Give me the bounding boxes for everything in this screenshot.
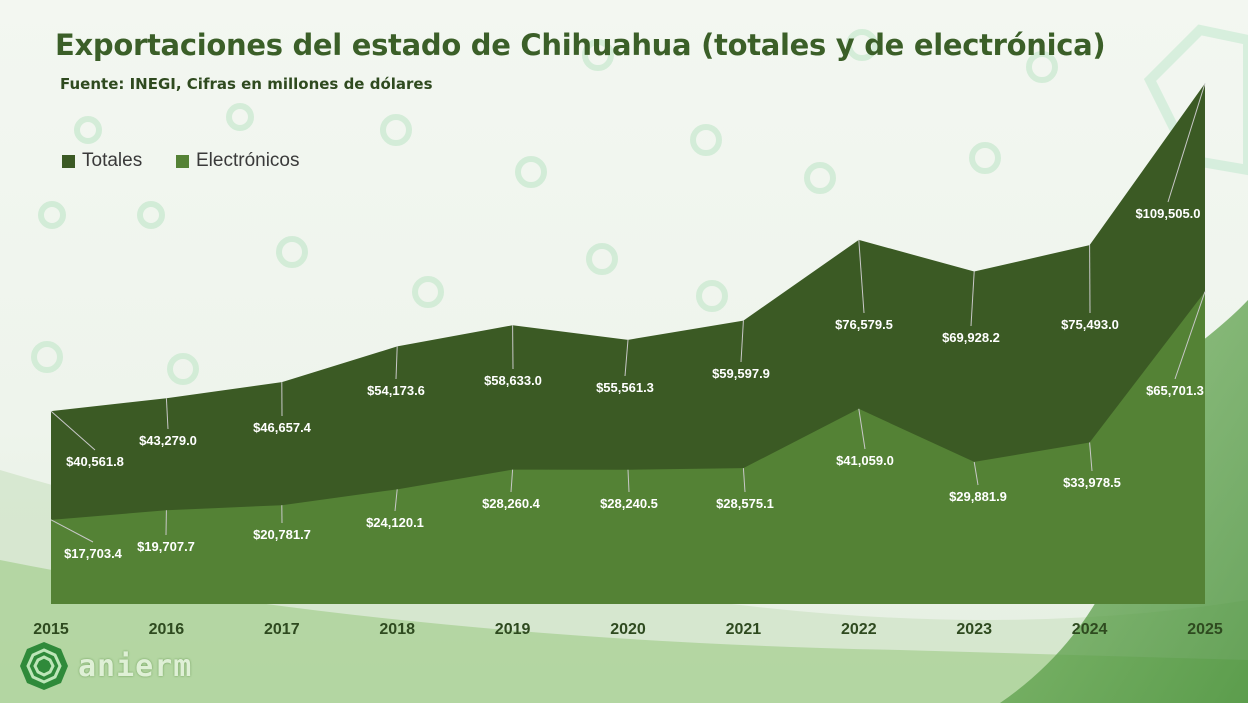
leader-line (970, 271, 975, 327)
logo-text: anierm (78, 648, 193, 684)
x-tick-label: 2016 (149, 621, 185, 638)
legend-swatch-electronicos (176, 154, 189, 168)
leader-line (395, 346, 398, 380)
x-tick-label: 2018 (379, 621, 415, 638)
leader-line (858, 408, 866, 450)
leader-line (1089, 442, 1093, 472)
leader-line (624, 339, 629, 377)
legend-item-totales: Totales (62, 150, 142, 172)
legend-label-totales: Totales (82, 150, 143, 171)
legend-swatch-totales (62, 154, 75, 168)
x-tick-label: 2015 (33, 621, 69, 638)
data-label: $28,260.4 (482, 496, 541, 511)
leader-line (740, 320, 744, 363)
x-tick-label: 2019 (495, 621, 531, 638)
data-label: $65,701.3 (1146, 383, 1204, 398)
data-label: $28,575.1 (716, 496, 774, 511)
data-label: $75,493.0 (1061, 317, 1119, 332)
x-tick-label: 2017 (264, 621, 300, 638)
data-label: $29,881.9 (949, 489, 1007, 504)
data-label: $58,633.0 (484, 373, 542, 388)
x-tick-label: 2025 (1187, 621, 1223, 638)
anierm-logo: anierm (18, 640, 192, 692)
data-label: $109,505.0 (1135, 206, 1200, 221)
data-label: $19,707.7 (137, 539, 195, 554)
data-label: $55,561.3 (596, 380, 654, 395)
anierm-logo-icon (20, 642, 68, 690)
leader-line (973, 461, 979, 486)
chart-title: Exportaciones del estado de Chihuahua (t… (55, 28, 1106, 62)
x-tick-label: 2022 (841, 621, 877, 638)
leader-line (742, 468, 746, 493)
legend-label-electronicos: Electrónicos (196, 150, 300, 171)
legend-item-electronicos: Electrónicos (176, 150, 300, 172)
data-label: $46,657.4 (253, 420, 312, 435)
data-label: $28,240.5 (600, 496, 658, 511)
data-label: $20,781.7 (253, 527, 311, 542)
data-label: $33,978.5 (1063, 475, 1121, 490)
x-tick-label: 2020 (610, 621, 646, 638)
leader-line (858, 239, 865, 314)
leader-line (510, 469, 514, 493)
leader-line (165, 398, 169, 430)
data-label: $54,173.6 (367, 383, 425, 398)
data-label: $59,597.9 (712, 366, 770, 381)
data-label: $69,928.2 (942, 330, 1000, 345)
chart-subtitle: Fuente: INEGI, Cifras en millones de dól… (60, 75, 433, 93)
x-tick-label: 2021 (726, 621, 762, 638)
area-electronicos (51, 291, 1205, 604)
leader-line (1167, 83, 1206, 203)
leader-line (627, 469, 630, 493)
leader-line (50, 410, 96, 451)
x-tick-label: 2024 (1072, 621, 1108, 638)
data-label: $40,561.8 (66, 454, 124, 469)
data-label: $76,579.5 (835, 317, 893, 332)
data-label: $17,703.4 (64, 546, 123, 561)
data-label: $41,059.0 (836, 453, 894, 468)
data-label: $43,279.0 (139, 433, 197, 448)
leader-line (50, 519, 94, 543)
leader-line (1174, 291, 1206, 380)
x-tick-label: 2023 (956, 621, 992, 638)
leader-line (394, 489, 398, 512)
data-label: $24,120.1 (366, 515, 424, 530)
